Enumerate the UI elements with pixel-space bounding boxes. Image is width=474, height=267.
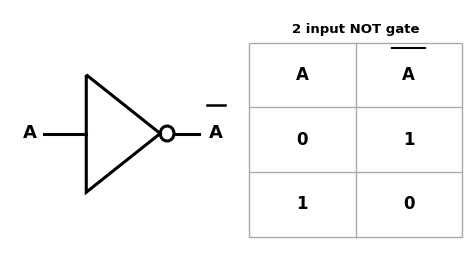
Text: 2 input NOT gate: 2 input NOT gate bbox=[292, 23, 419, 36]
Text: 1: 1 bbox=[296, 195, 308, 213]
Text: A: A bbox=[296, 66, 309, 84]
Text: A: A bbox=[209, 124, 223, 143]
Text: 1: 1 bbox=[403, 131, 415, 149]
Text: 0: 0 bbox=[403, 195, 415, 213]
Text: A: A bbox=[23, 124, 36, 143]
Bar bbox=[249, 43, 462, 237]
Text: 0: 0 bbox=[296, 131, 308, 149]
Text: A: A bbox=[402, 66, 415, 84]
